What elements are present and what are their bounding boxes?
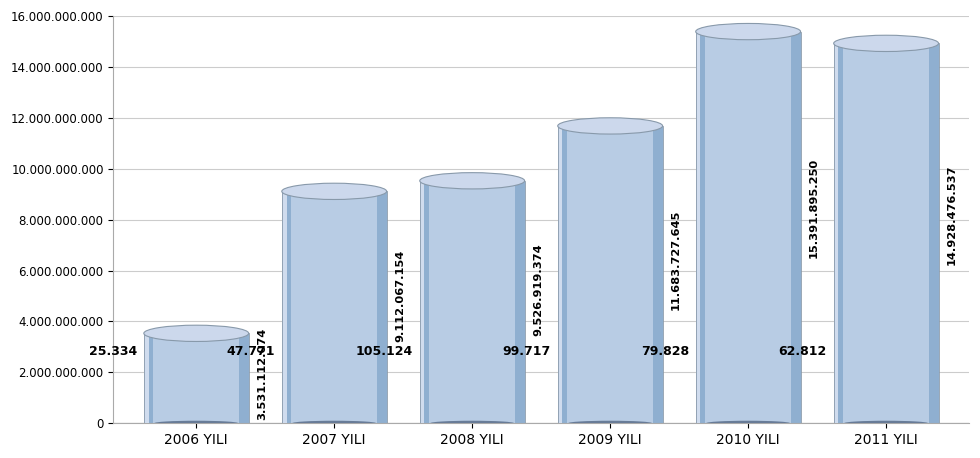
Bar [282, 191, 291, 423]
Text: 9.526.919.374: 9.526.919.374 [533, 244, 543, 336]
Ellipse shape [282, 183, 387, 200]
Ellipse shape [419, 173, 524, 189]
Ellipse shape [144, 325, 249, 342]
Text: 79.828: 79.828 [641, 345, 689, 359]
Ellipse shape [292, 421, 376, 425]
Bar [834, 44, 939, 423]
Text: 9.112.067.154: 9.112.067.154 [395, 250, 405, 342]
Text: 15.391.895.250: 15.391.895.250 [808, 158, 819, 258]
Text: 62.812: 62.812 [778, 345, 827, 359]
Bar [144, 333, 149, 423]
Bar [419, 181, 524, 423]
Bar [834, 44, 843, 423]
Bar [558, 126, 567, 423]
Text: 25.334: 25.334 [88, 345, 137, 359]
Text: 14.928.476.537: 14.928.476.537 [947, 164, 956, 265]
Text: 47.771: 47.771 [226, 345, 274, 359]
Bar [929, 44, 939, 423]
Bar [239, 333, 249, 423]
Ellipse shape [696, 23, 801, 40]
Ellipse shape [568, 421, 652, 425]
Text: 11.683.727.645: 11.683.727.645 [671, 209, 681, 310]
Text: 3.531.112.074: 3.531.112.074 [257, 327, 267, 420]
Bar [377, 191, 387, 423]
Bar [834, 44, 839, 423]
Bar [282, 191, 387, 423]
Bar [515, 181, 524, 423]
Ellipse shape [834, 35, 939, 51]
Text: 105.124: 105.124 [356, 345, 413, 359]
Bar [696, 32, 701, 423]
Ellipse shape [558, 118, 662, 134]
Ellipse shape [844, 421, 928, 425]
Bar [696, 32, 801, 423]
Ellipse shape [430, 421, 514, 425]
Bar [144, 333, 153, 423]
Bar [558, 126, 662, 423]
Bar [419, 181, 424, 423]
Bar [153, 333, 239, 423]
Bar [291, 191, 377, 423]
Bar [653, 126, 662, 423]
Bar [696, 32, 706, 423]
Bar [706, 32, 791, 423]
Bar [791, 32, 801, 423]
Bar [282, 191, 286, 423]
Ellipse shape [154, 421, 238, 425]
Ellipse shape [707, 421, 790, 425]
Bar [144, 333, 249, 423]
Bar [843, 44, 929, 423]
Bar [419, 181, 429, 423]
Bar [558, 126, 563, 423]
Text: 99.717: 99.717 [503, 345, 551, 359]
Bar [567, 126, 653, 423]
Bar [429, 181, 515, 423]
